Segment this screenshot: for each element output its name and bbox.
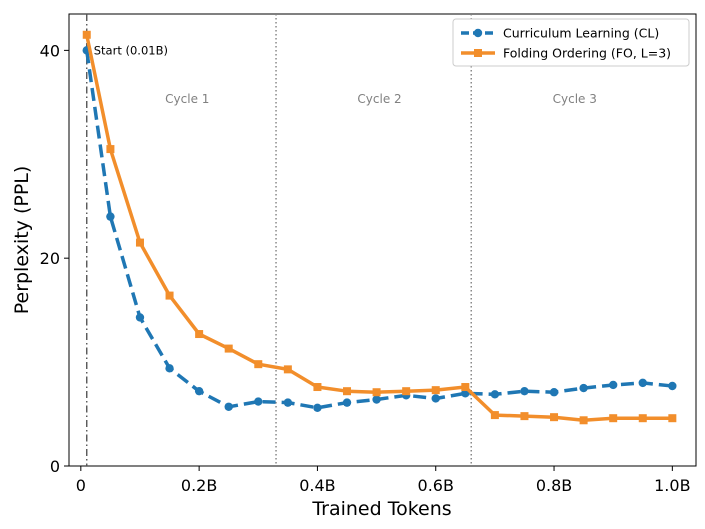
legend-label-0: Curriculum Learning (CL) <box>503 26 659 41</box>
plot-frame <box>68 13 697 467</box>
series-1-point-0 <box>82 30 91 39</box>
series-0-point-6 <box>254 397 263 406</box>
cycle-label-2: Cycle 2 <box>357 92 401 106</box>
y-tick-label-1: 20 <box>40 249 60 268</box>
series-1-point-5 <box>224 344 233 353</box>
series-0-point-20 <box>668 381 677 391</box>
series-1-point-13 <box>461 383 470 392</box>
series-1-point-18 <box>609 414 618 423</box>
y-axis: 0 20 40 <box>40 41 69 476</box>
series-0-point-14 <box>490 390 500 399</box>
series-1-point-7 <box>283 365 292 374</box>
start-annotation: Start (0.01B) <box>94 43 168 57</box>
series-0-point-1 <box>106 212 115 221</box>
series-1-point-6 <box>254 360 263 369</box>
series-0-point-17 <box>579 383 588 393</box>
legend: Curriculum Learning (CL) Folding Ordering… <box>452 18 690 67</box>
series-0-point-19 <box>638 378 647 388</box>
series-1-point-15 <box>520 412 529 421</box>
series-1-point-10 <box>372 388 381 397</box>
y-tick-label-2: 40 <box>40 41 60 60</box>
series-1-point-20 <box>668 414 677 423</box>
series-0-point-5 <box>224 402 233 411</box>
legend-marker-1 <box>474 49 482 57</box>
series-0-point-4 <box>194 386 204 396</box>
series-0-point-8 <box>313 403 322 413</box>
series-1-point-2 <box>135 238 144 247</box>
y-tick-label-0: 0 <box>50 457 60 476</box>
x-tick-label-0: 0 <box>76 476 86 495</box>
series-1-point-8 <box>313 383 322 392</box>
legend-label-1: Folding Ordering (FO, L=3) <box>503 46 671 61</box>
cycle-label-1: Cycle 1 <box>165 92 209 106</box>
series-0-point-2 <box>135 313 145 322</box>
legend-box <box>452 18 690 67</box>
legend-marker-0 <box>473 28 483 38</box>
series-1-point-16 <box>550 413 559 422</box>
series-1-point-14 <box>490 411 499 420</box>
series-0-point-12 <box>431 394 440 403</box>
series-0-point-18 <box>608 380 618 390</box>
series-1-point-19 <box>638 414 647 423</box>
x-tick-label-2: 0.4B <box>299 476 335 495</box>
x-tick-label-5: 1.0B <box>654 476 690 495</box>
series-1-point-4 <box>195 330 204 339</box>
series-0-point-10 <box>372 395 381 404</box>
series-0-point-7 <box>283 398 293 407</box>
series-1-point-17 <box>579 416 588 425</box>
x-axis: 0 0.2B 0.4B 0.6B 0.8B 1.0B <box>76 466 691 495</box>
series-1-point-9 <box>343 387 352 396</box>
annotations: Start (0.01B) Cycle 1 Cycle 2 Cycle 3 <box>94 43 597 106</box>
vertical-lines <box>86 14 472 466</box>
x-tick-label-1: 0.2B <box>181 476 217 495</box>
cycle-label-3: Cycle 3 <box>553 92 597 106</box>
series-1-point-3 <box>165 291 174 300</box>
series-layer <box>82 30 677 425</box>
y-axis-label: Perplexity (PPL) <box>11 166 33 315</box>
series-0-point-16 <box>549 388 559 397</box>
x-tick-label-4: 0.8B <box>536 476 572 495</box>
series-0-point-15 <box>520 386 529 396</box>
x-tick-label-3: 0.6B <box>418 476 454 495</box>
x-axis-label: Trained Tokens <box>311 498 451 520</box>
series-1-point-11 <box>402 387 411 396</box>
series-0-point-9 <box>342 398 352 407</box>
series-1-point-12 <box>431 386 440 395</box>
series-0-point-3 <box>165 364 174 373</box>
series-1-point-1 <box>106 145 115 154</box>
